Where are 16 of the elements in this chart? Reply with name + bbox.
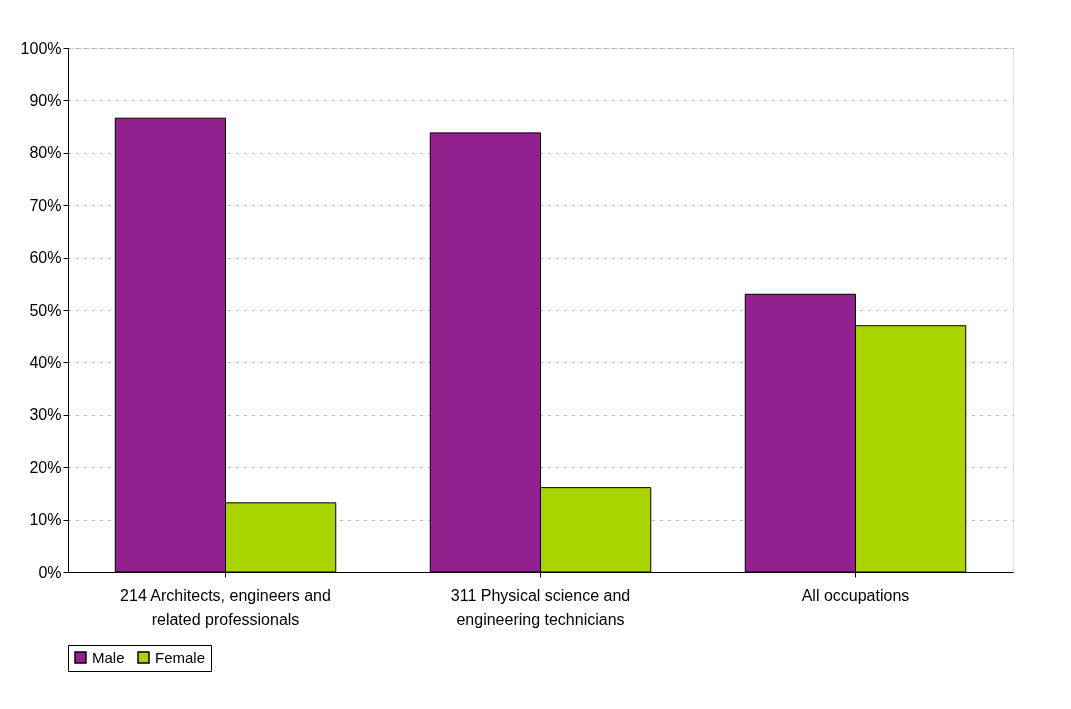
x-tick-label: 311 Physical science and engineering technicians xyxy=(450,586,631,628)
y-tick-label: 0% xyxy=(38,563,62,581)
legend-label: Female xyxy=(155,648,206,666)
x-tick-label: All occupations xyxy=(801,586,910,604)
y-tick-label: 70% xyxy=(29,196,62,214)
y-tick-label: 20% xyxy=(29,458,62,476)
y-tick-label: 60% xyxy=(29,249,62,267)
y-tick-label: 90% xyxy=(29,91,62,109)
legend-label: Male xyxy=(92,648,125,666)
y-tick-label: 10% xyxy=(29,511,62,529)
y-tick-label: 40% xyxy=(29,353,62,371)
y-tick-label: 30% xyxy=(29,406,62,424)
y-tick-label: 80% xyxy=(29,144,62,162)
y-tick-label: 100% xyxy=(20,39,62,57)
y-tick-label: 50% xyxy=(29,301,62,319)
x-tick-label: 214 Architects, engineers and related professionals xyxy=(120,586,331,628)
